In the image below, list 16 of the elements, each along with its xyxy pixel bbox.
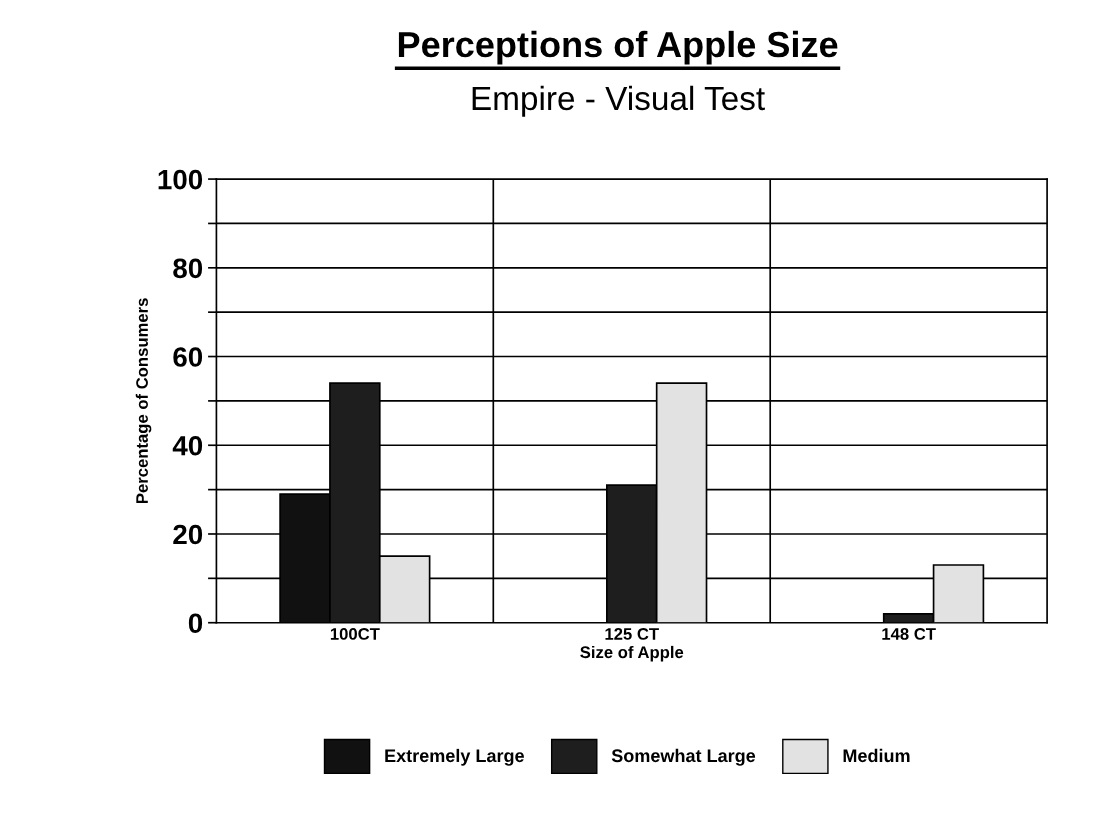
y-tick-label: 80 xyxy=(173,258,203,279)
legend-label: Extremely Large xyxy=(385,748,524,766)
x-tick-label: 148 CT xyxy=(882,628,936,640)
legend-label: Medium xyxy=(843,748,910,763)
y-tick-label: 0 xyxy=(188,613,203,634)
y-tick-label: 20 xyxy=(173,524,203,545)
y-axis-title: Percentage of Consumers xyxy=(135,298,152,504)
x-tick-label: 100CT xyxy=(330,628,380,640)
y-tick-label: 60 xyxy=(173,347,203,367)
x-axis-title: Size of Apple xyxy=(580,645,684,662)
x-tick-label: 125 CT xyxy=(605,628,659,640)
chart-title: Perceptions of Apple Size xyxy=(398,30,838,65)
y-tick-label: 100 xyxy=(158,169,203,190)
legend-label: Somewhat Large xyxy=(611,748,756,766)
chart-subtitle: Empire - Visual Test xyxy=(472,85,765,117)
y-tick-label: 40 xyxy=(172,435,203,456)
